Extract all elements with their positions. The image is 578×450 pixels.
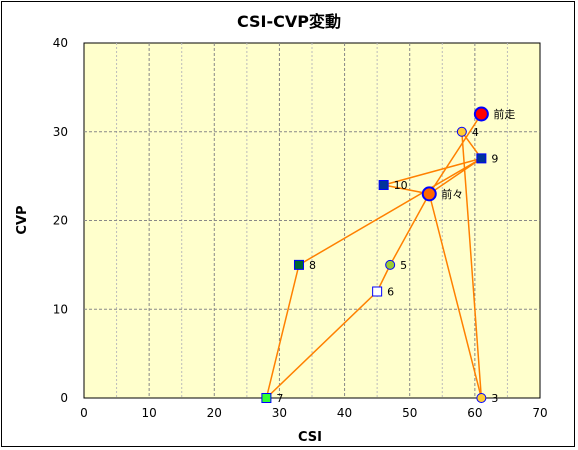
point-label-前走: 前走 [493,107,515,121]
point-marker-前々 [421,186,437,202]
y-tick-label: 0 [60,391,68,405]
x-tick-label: 10 [142,406,157,420]
point-label-7: 7 [276,392,283,405]
point-marker-6 [372,286,383,297]
x-tick-label: 40 [337,406,352,420]
point-marker-10 [378,180,389,190]
y-axis-label: CVP [15,205,30,234]
point-label-5: 5 [400,259,407,272]
y-tick-label: 20 [53,214,68,228]
x-tick-label: 20 [207,406,222,420]
series-points [261,106,489,403]
x-ticks: 0 10 20 30 40 50 60 70 [80,406,547,420]
point-marker-前走 [473,106,489,122]
point-label-8: 8 [309,259,316,272]
y-tick-label: 10 [53,302,68,316]
point-label-6: 6 [387,286,394,299]
x-tick-label: 50 [402,406,417,420]
point-label-10: 10 [394,179,408,192]
chart-title: CSI-CVP変動 [237,12,341,31]
point-marker-7 [261,393,272,403]
grid [84,43,540,398]
point-marker-8 [293,259,304,270]
x-tick-label: 70 [532,406,547,420]
x-tick-label: 0 [80,406,88,420]
x-tick-label: 60 [467,406,482,420]
point-marker-9 [476,153,487,164]
y-tick-label: 40 [53,36,68,50]
x-axis-label: CSI [298,430,322,445]
y-tick-label: 30 [53,125,68,139]
point-label-前々: 前々 [441,187,463,201]
point-label-9: 9 [491,152,498,165]
point-marker-3 [476,393,487,403]
y-ticks: 0 10 20 30 40 [53,36,68,405]
point-label-3: 3 [491,392,498,405]
x-tick-label: 30 [272,406,287,420]
point-marker-5 [385,259,396,270]
point-label-4: 4 [472,126,479,139]
point-marker-4 [456,126,467,137]
